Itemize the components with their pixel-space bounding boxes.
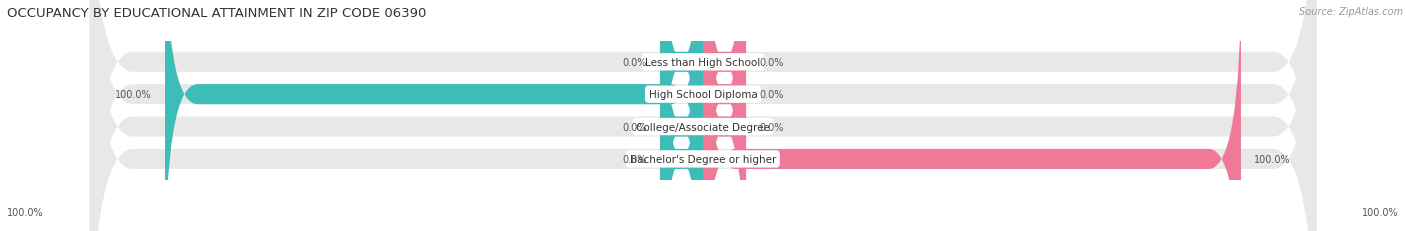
Text: Less than High School: Less than High School [645,58,761,67]
Text: College/Associate Degree: College/Associate Degree [636,122,770,132]
Text: 100.0%: 100.0% [1362,207,1399,217]
FancyBboxPatch shape [703,0,1241,231]
Text: 0.0%: 0.0% [621,58,647,67]
Text: 100.0%: 100.0% [1254,154,1291,164]
FancyBboxPatch shape [703,0,747,231]
Text: 0.0%: 0.0% [621,122,647,132]
Text: 100.0%: 100.0% [115,90,152,100]
FancyBboxPatch shape [703,0,747,231]
Text: 0.0%: 0.0% [621,154,647,164]
FancyBboxPatch shape [659,0,703,231]
Text: High School Diploma: High School Diploma [648,90,758,100]
Text: 100.0%: 100.0% [7,207,44,217]
Text: 0.0%: 0.0% [759,58,785,67]
Text: Source: ZipAtlas.com: Source: ZipAtlas.com [1299,7,1403,17]
FancyBboxPatch shape [90,0,1316,231]
FancyBboxPatch shape [659,0,703,231]
Text: Bachelor's Degree or higher: Bachelor's Degree or higher [630,154,776,164]
Text: OCCUPANCY BY EDUCATIONAL ATTAINMENT IN ZIP CODE 06390: OCCUPANCY BY EDUCATIONAL ATTAINMENT IN Z… [7,7,426,20]
Text: 0.0%: 0.0% [759,122,785,132]
FancyBboxPatch shape [90,0,1316,231]
Text: 0.0%: 0.0% [759,90,785,100]
FancyBboxPatch shape [165,0,703,231]
FancyBboxPatch shape [90,0,1316,231]
FancyBboxPatch shape [90,0,1316,231]
FancyBboxPatch shape [659,0,703,231]
FancyBboxPatch shape [703,0,747,231]
